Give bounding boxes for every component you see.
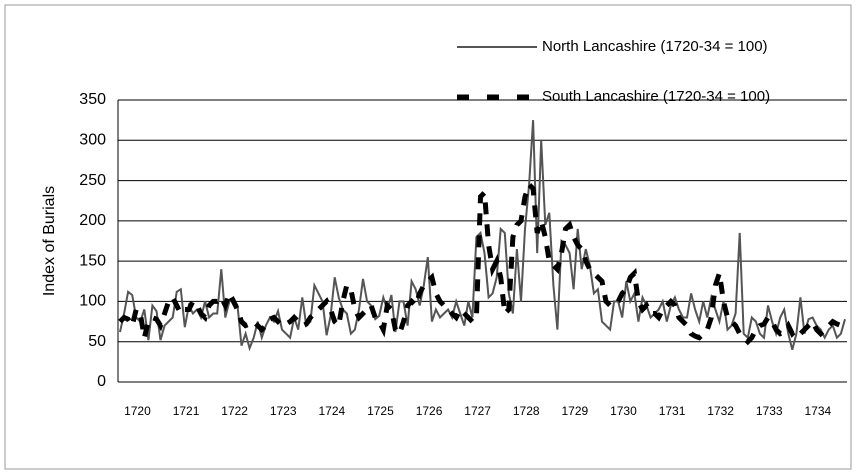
x-tick-label: 1728 (513, 404, 540, 418)
x-tick-label: 1723 (270, 404, 297, 418)
series-line (118, 179, 846, 346)
y-tick-label: 0 (97, 373, 106, 390)
x-tick-label: 1732 (707, 404, 734, 418)
x-tick-label: 1722 (221, 404, 248, 418)
x-tick-label: 1727 (464, 404, 491, 418)
legend-label: South Lancashire (1720-34 = 100) (542, 88, 770, 105)
x-tick-label: 1725 (367, 404, 394, 418)
x-tick-label: 1721 (173, 404, 200, 418)
x-tick-label: 1724 (318, 404, 345, 418)
x-tick-label: 1733 (756, 404, 783, 418)
y-tick-label: 250 (79, 172, 106, 189)
x-tick-label: 1729 (561, 404, 588, 418)
y-tick-label: 150 (79, 252, 106, 269)
y-tick-label: 50 (88, 333, 106, 350)
x-tick-label: 1720 (124, 404, 151, 418)
x-tick-label: 1734 (804, 404, 831, 418)
y-tick-label: 300 (79, 132, 106, 149)
x-tick-label: 1726 (416, 404, 443, 418)
y-tick-label: 200 (79, 212, 106, 229)
legend-label: North Lancashire (1720-34 = 100) (542, 38, 768, 55)
y-axis-title: Index of Burials (41, 186, 58, 296)
x-tick-label: 1731 (659, 404, 686, 418)
chart-border (4, 4, 852, 470)
y-tick-label: 100 (79, 293, 106, 310)
y-tick-label: 350 (79, 91, 106, 108)
x-tick-label: 1730 (610, 404, 637, 418)
